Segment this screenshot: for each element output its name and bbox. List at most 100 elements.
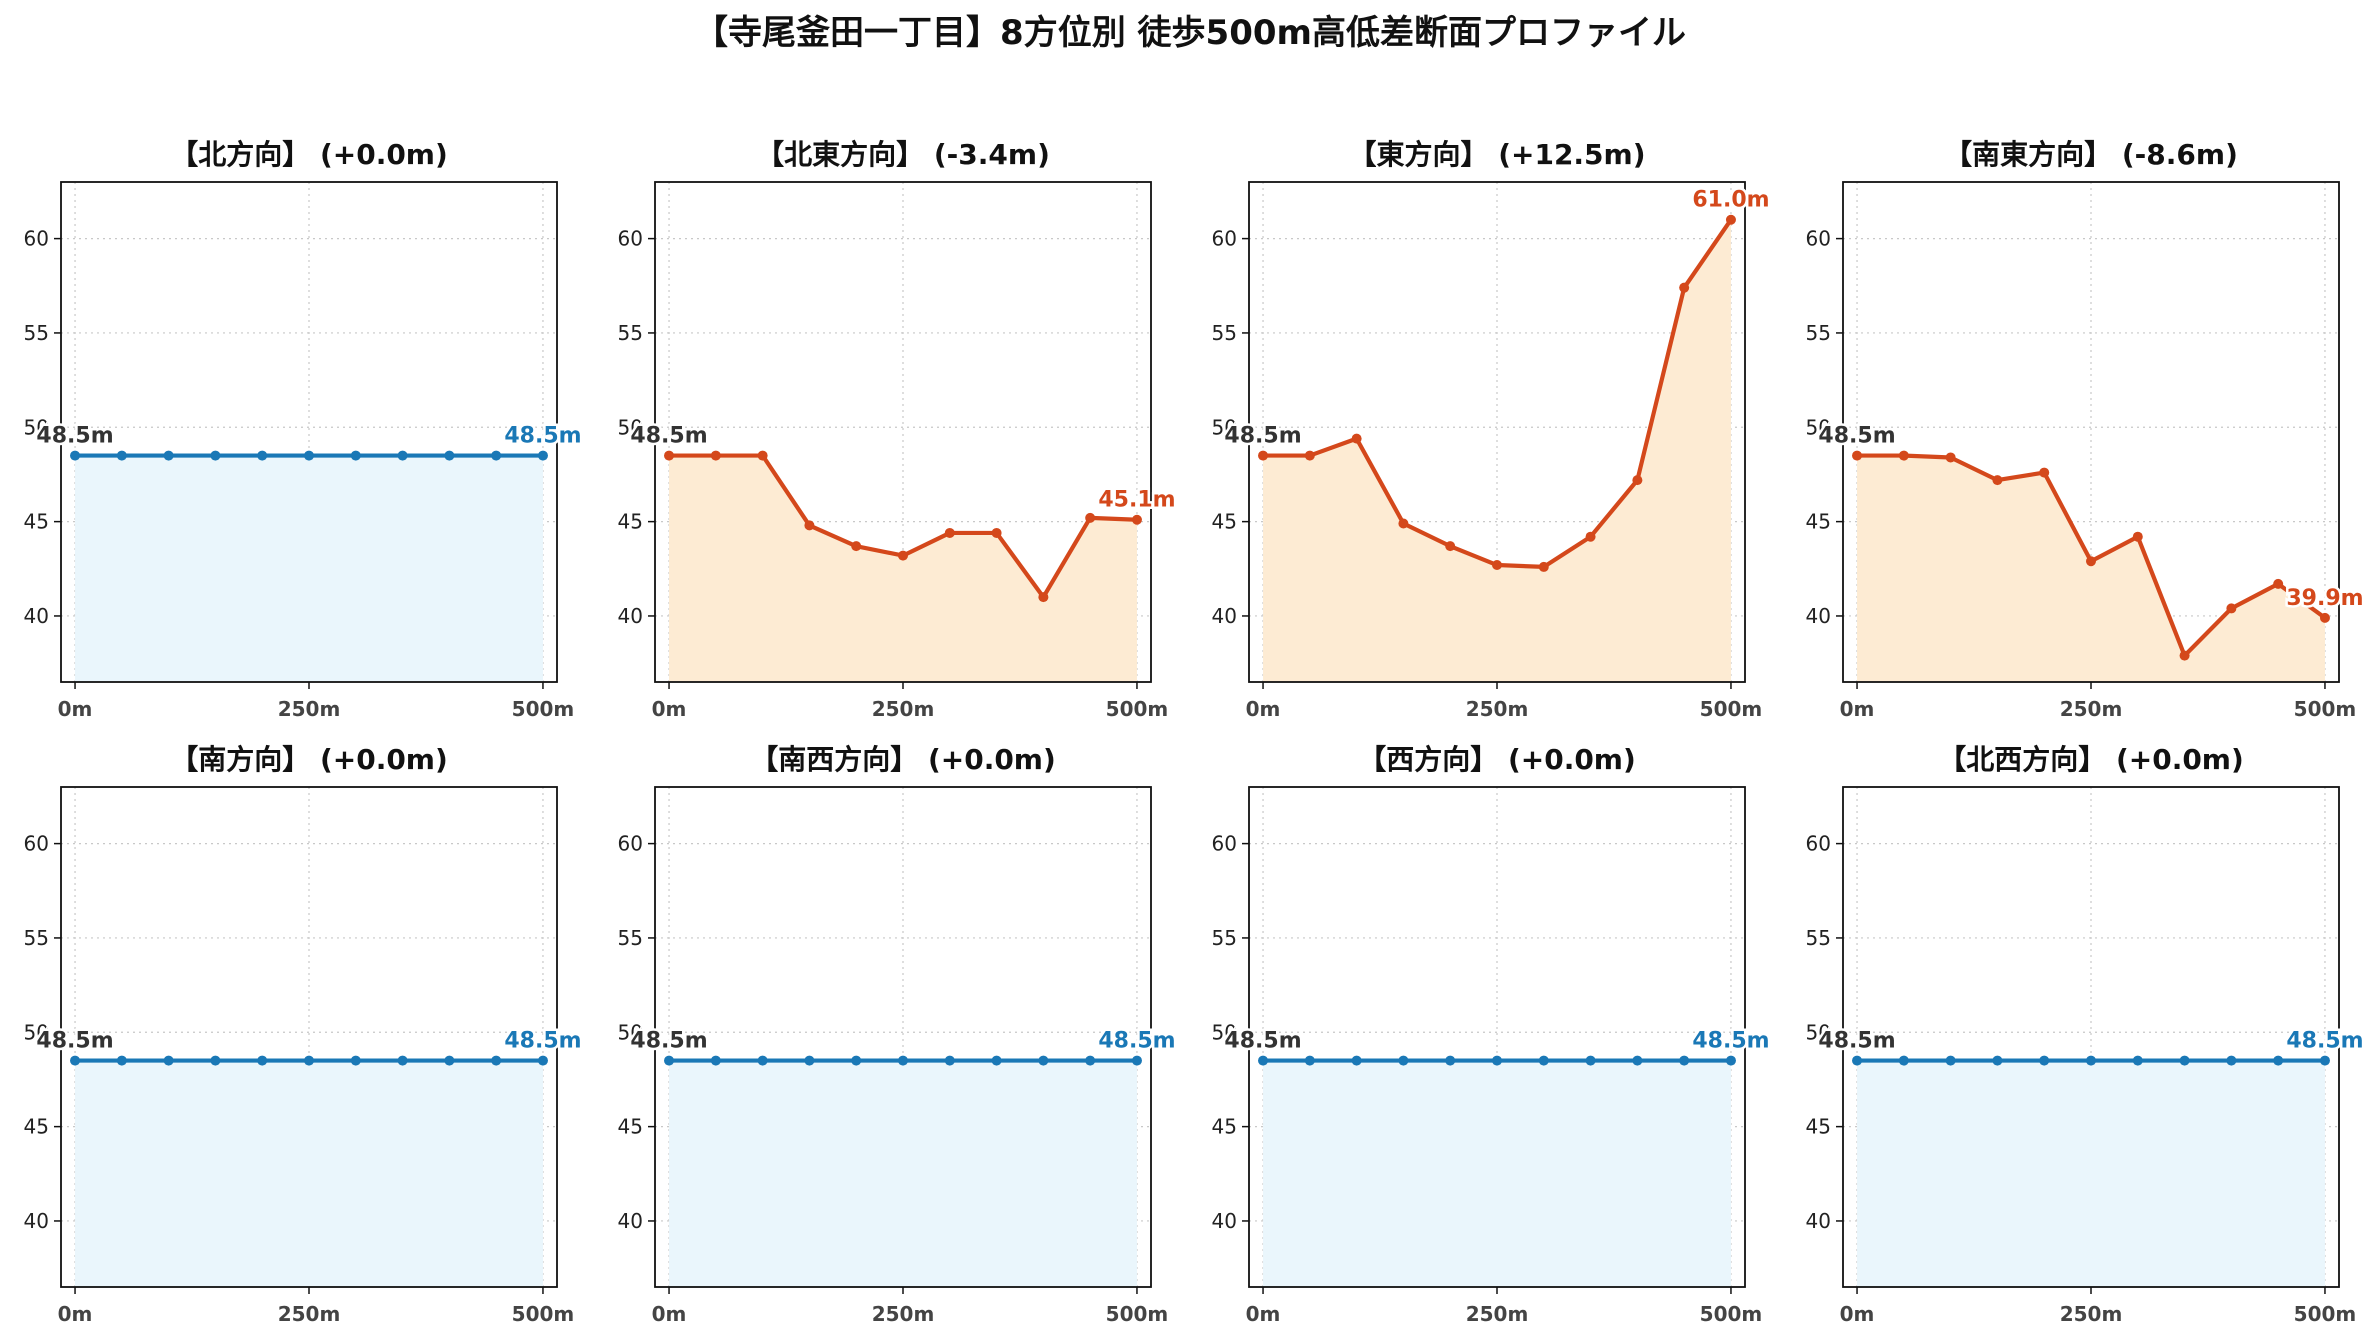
profile-point	[1131, 1055, 1142, 1066]
profile-point	[1725, 214, 1736, 225]
profile-point	[1131, 514, 1142, 525]
x-tick-label: 0m	[1246, 1302, 1281, 1326]
y-tick-label: 55	[618, 321, 643, 345]
profile-point	[1632, 475, 1643, 486]
x-tick-label: 0m	[1246, 697, 1281, 721]
profile-panel: 【北方向】 (+0.0m) 40 45 50 55 60 0m 250m 500m 48.5m 48…	[24, 138, 585, 721]
profile-point	[1038, 592, 1049, 603]
y-tick-label: 45	[1212, 1115, 1237, 1139]
profile-panel: 【南西方向】 (+0.0m) 40 45 50 55 60 0m 250m 500m 48.5m 4…	[618, 743, 1179, 1326]
profile-point	[397, 450, 408, 461]
y-tick-label: 60	[1212, 227, 1237, 251]
y-tick-label: 50	[1212, 1020, 1237, 1044]
profile-point	[944, 1055, 955, 1066]
profile-point	[1585, 531, 1596, 542]
start-value-label: 48.5m	[1818, 424, 1895, 449]
profile-point	[1492, 560, 1502, 571]
x-tick-label: 500m	[2294, 697, 2357, 721]
profile-point	[898, 550, 908, 561]
profile-point	[1538, 561, 1549, 572]
end-value-label: 45.1m	[1098, 488, 1175, 513]
y-tick-label: 45	[1212, 510, 1237, 534]
profile-point	[1538, 1055, 1549, 1066]
profile-point	[350, 1055, 361, 1066]
profile-area	[1263, 219, 1731, 683]
y-tick-label: 55	[24, 926, 49, 950]
y-tick-label: 40	[618, 1209, 643, 1233]
y-tick-label: 45	[1806, 1115, 1831, 1139]
profile-point	[2179, 1055, 2190, 1066]
profile-point	[163, 1055, 174, 1066]
panel-title: 【南方向】 (+0.0m)	[170, 743, 448, 776]
profile-point	[2273, 578, 2284, 589]
x-tick-label: 250m	[278, 697, 341, 721]
panel-title: 【西方向】 (+0.0m)	[1358, 743, 1636, 776]
profile-point	[1992, 475, 2003, 486]
end-value-label: 48.5m	[504, 1029, 581, 1054]
profile-point	[664, 1055, 675, 1066]
y-tick-label: 50	[618, 415, 643, 439]
x-tick-label: 250m	[278, 1302, 341, 1326]
y-tick-label: 55	[1212, 321, 1237, 345]
profile-point	[1085, 512, 1096, 523]
profile-point	[397, 1055, 408, 1066]
profile-point	[710, 450, 721, 461]
y-tick-label: 40	[1212, 604, 1237, 628]
profile-point	[1679, 282, 1690, 293]
profile-point	[1945, 452, 1956, 463]
profile-area	[1857, 1060, 2325, 1287]
y-tick-label: 50	[1806, 1020, 1831, 1044]
profile-point	[2086, 1055, 2096, 1066]
profile-point	[710, 1055, 721, 1066]
profile-point	[491, 1055, 502, 1066]
profile-point	[444, 450, 455, 461]
start-value-label: 48.5m	[1224, 424, 1301, 449]
profile-point	[304, 450, 314, 461]
end-value-label: 39.9m	[2286, 586, 2363, 611]
profile-point	[2132, 531, 2143, 542]
end-value-label: 48.5m	[1098, 1029, 1175, 1054]
profile-point	[757, 450, 768, 461]
profile-point	[1898, 1055, 1909, 1066]
profile-panel: 【東方向】 (+12.5m) 40 45 50 55 60 0m 250m 500m 48.5m 6…	[1212, 138, 1773, 721]
profile-panel: 【西方向】 (+0.0m) 40 45 50 55 60 0m 250m 500m 48.5m 48…	[1212, 743, 1773, 1326]
x-tick-label: 0m	[58, 697, 93, 721]
x-tick-label: 0m	[652, 1302, 687, 1326]
profile-area	[1263, 1060, 1731, 1287]
y-tick-label: 40	[1212, 1209, 1237, 1233]
start-value-label: 48.5m	[630, 424, 707, 449]
profile-point	[757, 1055, 768, 1066]
panel-title: 【南西方向】 (+0.0m)	[750, 743, 1056, 776]
profile-point	[804, 1055, 815, 1066]
profile-point	[1304, 450, 1315, 461]
y-tick-label: 50	[1212, 415, 1237, 439]
y-tick-label: 45	[618, 510, 643, 534]
profile-point	[851, 1055, 862, 1066]
y-tick-label: 45	[24, 510, 49, 534]
y-tick-label: 40	[1806, 604, 1831, 628]
profile-point	[537, 450, 548, 461]
start-value-label: 48.5m	[1224, 1029, 1301, 1054]
profile-point	[851, 541, 862, 552]
x-tick-label: 0m	[58, 1302, 93, 1326]
profile-area	[669, 1060, 1137, 1287]
x-tick-label: 500m	[1700, 1302, 1763, 1326]
panel-title: 【南東方向】 (-8.6m)	[1944, 138, 2238, 171]
profile-point	[1992, 1055, 2003, 1066]
profile-point	[70, 450, 81, 461]
profile-point	[2086, 556, 2096, 567]
x-tick-label: 500m	[1106, 1302, 1169, 1326]
end-value-label: 48.5m	[1692, 1029, 1769, 1054]
y-tick-label: 60	[1806, 832, 1831, 856]
profile-panel: 【北西方向】 (+0.0m) 40 45 50 55 60 0m 250m 500m 48.5m 4…	[1806, 743, 2367, 1326]
profile-point	[2039, 467, 2050, 478]
profile-point	[2319, 1055, 2330, 1066]
x-tick-label: 250m	[1466, 1302, 1529, 1326]
y-tick-label: 55	[618, 926, 643, 950]
profile-point	[1038, 1055, 1049, 1066]
profile-point	[1585, 1055, 1596, 1066]
y-tick-label: 50	[1806, 415, 1831, 439]
x-tick-label: 500m	[512, 1302, 575, 1326]
profile-panel: 【北東方向】 (-3.4m) 40 45 50 55 60 0m 250m 500m 48.5m 4…	[618, 138, 1179, 721]
